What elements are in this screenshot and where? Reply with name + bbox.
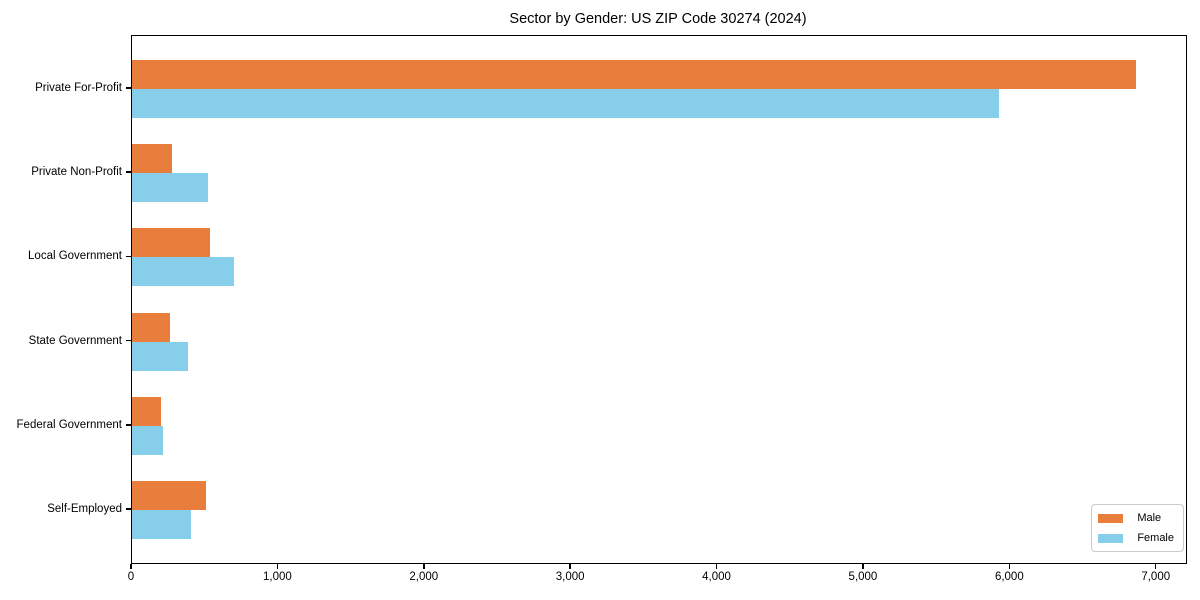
x-tick-1-000 [276, 563, 279, 569]
plot-area: Male Female [131, 35, 1187, 564]
y-tick-private-for-profit [126, 87, 131, 89]
bar-male-state-government [132, 312, 171, 342]
x-tick-6-000 [1008, 563, 1011, 569]
x-tick-label-0: 0 [127, 571, 135, 583]
y-axis-label-local-government: Local Government [28, 250, 122, 263]
x-tick-label-2-000: 2,000 [409, 571, 439, 583]
bar-male-self-employed [132, 481, 206, 510]
x-tick-0 [130, 563, 132, 569]
x-tick-4-000 [715, 563, 718, 569]
y-axis-label-self-employed: Self-Employed [47, 503, 122, 515]
legend-entry-female: Female [1098, 531, 1174, 545]
bar-female-federal-government [132, 425, 163, 455]
x-tick-7-000 [1154, 563, 1157, 569]
y-tick-state-government [126, 339, 131, 342]
legend-swatch-female [1098, 533, 1124, 543]
bar-male-private-for-profit [132, 60, 1137, 89]
bar-male-federal-government [132, 396, 161, 426]
x-tick-label-3-000: 3,000 [555, 571, 585, 583]
bar-female-private-for-profit [132, 89, 999, 118]
legend: Male Female [1091, 504, 1184, 552]
x-tick-label-7-000: 7,000 [1141, 571, 1171, 583]
x-tick-label-1-000: 1,000 [262, 571, 292, 583]
y-axis-label-federal-government: Federal Government [16, 418, 122, 431]
y-axis-label-private-for-profit: Private For-Profit [35, 82, 122, 94]
y-tick-self-employed [126, 508, 131, 510]
legend-swatch-male [1098, 513, 1124, 523]
bar-male-private-non-profit [132, 144, 172, 174]
x-tick-label-5-000: 5,000 [848, 571, 878, 583]
x-tick-label-6-000: 6,000 [994, 571, 1024, 583]
y-tick-private-non-profit [126, 171, 131, 173]
y-tick-federal-government [126, 424, 131, 426]
x-tick-2-000 [423, 563, 425, 569]
legend-entry-male: Male [1098, 511, 1174, 525]
y-tick-local-government [126, 255, 131, 258]
legend-label-male: Male [1137, 512, 1162, 524]
chart-title: Sector by Gender: US ZIP Code 30274 (202… [509, 11, 807, 27]
x-tick-5-000 [862, 563, 864, 569]
legend-label-female: Female [1137, 532, 1174, 544]
x-tick-3-000 [569, 563, 571, 569]
bar-female-state-government [132, 341, 189, 371]
y-axis-label-private-non-profit: Private Non-Profit [31, 166, 122, 179]
x-tick-label-4-000: 4,000 [702, 571, 731, 583]
bar-male-local-government [132, 228, 211, 258]
bar-female-local-government [132, 257, 235, 287]
y-axis-label-state-government: State Government [28, 334, 122, 347]
bar-female-private-non-profit [132, 173, 209, 203]
bar-female-self-employed [132, 510, 191, 539]
